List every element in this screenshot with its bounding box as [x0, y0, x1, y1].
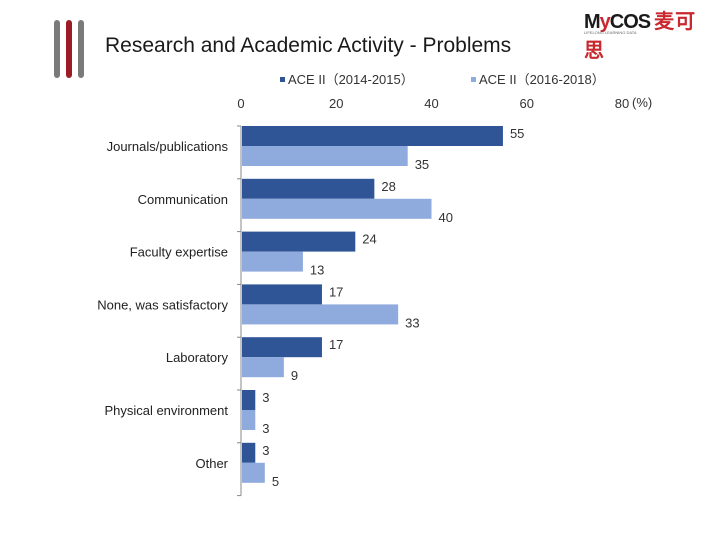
bar-s1-1: [242, 178, 375, 199]
legend-swatch-1: [280, 77, 285, 82]
data-label-s1-4: 17: [329, 337, 343, 352]
data-label-s1-6: 3: [262, 443, 269, 458]
bar-s2-3: [242, 304, 399, 325]
bar-s2-6: [242, 462, 265, 483]
logo-letter-m: M: [584, 11, 601, 33]
bar-s2-2: [242, 251, 303, 272]
data-label-s1-2: 24: [362, 232, 376, 247]
bar-s2-5: [242, 410, 256, 430]
data-label-s2-1: 40: [439, 210, 453, 225]
data-label-s2-6: 5: [272, 474, 279, 489]
mycos-logo: MyCOS 麦可思 LIFELONG LEARNING DATA: [584, 5, 712, 62]
x-tick-label-3: 60: [520, 96, 534, 111]
category-label-3: None, was satisfactory: [97, 297, 228, 312]
logo-letters-cos: COS: [609, 11, 651, 33]
legend-swatch-2: [471, 77, 476, 82]
x-tick-label-0: 0: [237, 96, 244, 111]
data-label-s2-2: 13: [310, 263, 324, 278]
data-label-s2-3: 33: [405, 315, 419, 330]
x-unit-label: (%): [632, 95, 652, 110]
legend-label-2: ACE II（2016-2018）: [479, 72, 605, 87]
logo-tagline: LIFELONG LEARNING DATA: [584, 30, 637, 35]
bar-s2-4: [242, 357, 284, 378]
data-label-s2-5: 3: [262, 421, 269, 436]
bar-s2-0: [242, 146, 408, 166]
bar-s1-5: [242, 390, 256, 410]
bar-s1-0: [242, 126, 503, 146]
x-tick-label-1: 20: [329, 96, 343, 111]
category-label-5: Physical environment: [104, 403, 228, 418]
bar-s1-6: [242, 442, 256, 463]
category-label-4: Laboratory: [166, 350, 229, 365]
decor-bar-gray-left: [54, 20, 60, 78]
x-tick-label-2: 40: [424, 96, 438, 111]
slide-title: Research and Academic Activity - Problem…: [105, 34, 512, 57]
decor-bar-gray-right: [78, 20, 84, 78]
legend-label-1: ACE II（2014-2015）: [288, 72, 414, 87]
category-label-6: Other: [195, 456, 228, 471]
data-label-s1-1: 28: [381, 179, 395, 194]
data-label-s2-4: 9: [291, 368, 298, 383]
decor-bar-red: [66, 20, 72, 78]
bar-s1-3: [242, 284, 322, 305]
category-label-2: Faculty expertise: [130, 245, 228, 260]
category-label-1: Communication: [138, 192, 228, 207]
bar-s1-4: [242, 337, 322, 358]
category-label-0: Journals/publications: [107, 139, 229, 154]
data-label-s1-0: 55: [510, 126, 524, 141]
bar-s1-2: [242, 231, 356, 252]
logo-chinese: 麦可思: [584, 11, 697, 62]
data-label-s1-5: 3: [262, 390, 269, 405]
data-label-s1-3: 17: [329, 284, 343, 299]
x-tick-label-4: 80: [615, 96, 629, 111]
data-label-s2-0: 35: [415, 157, 429, 172]
bar-s2-1: [242, 198, 432, 219]
logo-letter-y: y: [599, 11, 611, 33]
